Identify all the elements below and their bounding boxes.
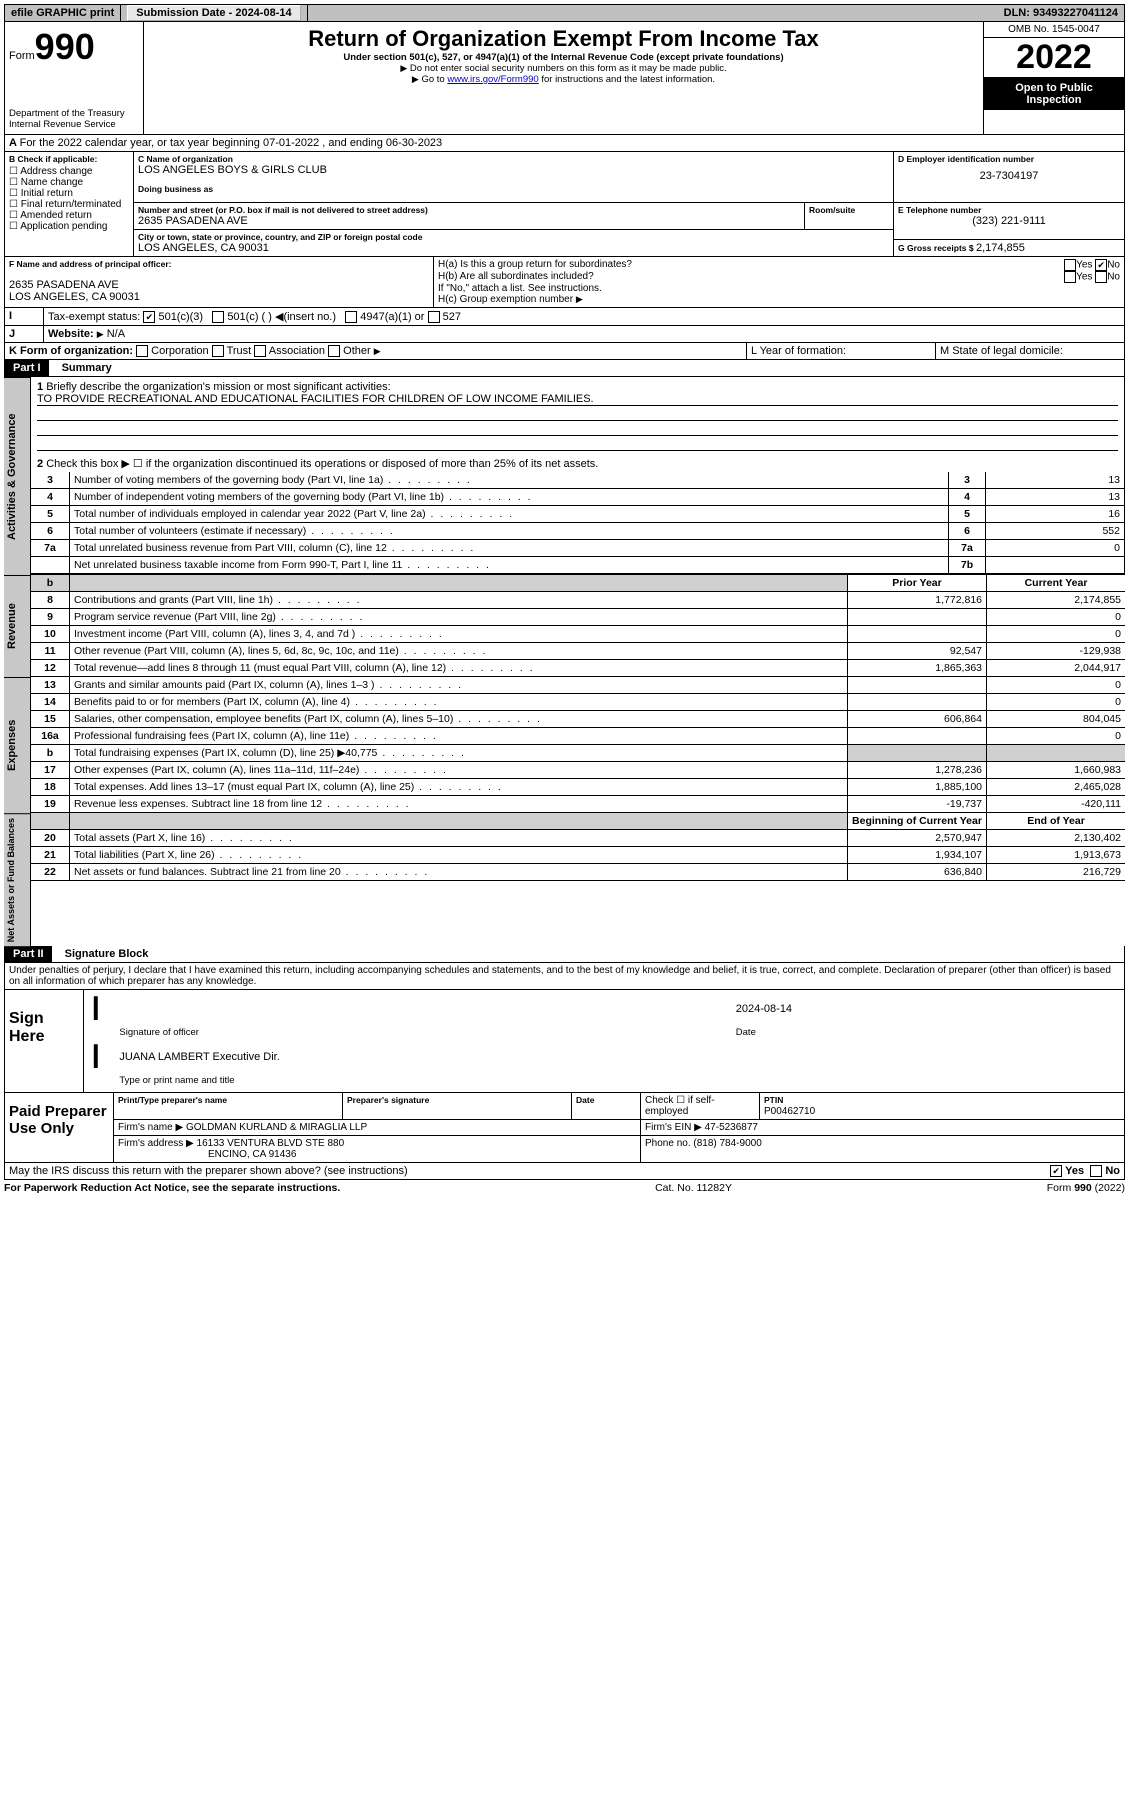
name-address-block: C Name of organization LOS ANGELES BOYS …: [134, 152, 894, 256]
applicable-checklist: Address change Name change Initial retur…: [9, 166, 129, 232]
street-address: 2635 PASADENA AVE: [138, 215, 800, 227]
sig-date-value: 2024-08-14: [732, 994, 1118, 1023]
ein-value: 23-7304197: [898, 164, 1120, 182]
firm-address-2: ENCINO, CA 91436: [118, 1149, 296, 1160]
tax-year: 2022: [984, 38, 1124, 78]
revenue-table: b Prior Year Current Year 8Contributions…: [31, 575, 1125, 677]
state-domicile: M State of legal domicile:: [936, 343, 1124, 359]
discuss-row: May the IRS discuss this return with the…: [4, 1163, 1125, 1180]
dept-label: Department of the Treasury: [9, 108, 139, 119]
principal-officer: F Name and address of principal officer:…: [5, 257, 434, 307]
form-title: Return of Organization Exempt From Incom…: [152, 26, 975, 52]
mission-text: TO PROVIDE RECREATIONAL AND EDUCATIONAL …: [37, 393, 1118, 406]
part2-header: Part II Signature Block: [4, 946, 1125, 963]
form-org-row: K Form of organization: Corporation Trus…: [4, 343, 1125, 360]
form-number-block: Form990 Department of the Treasury Inter…: [5, 22, 144, 134]
chk-amended-return[interactable]: Amended return: [9, 210, 129, 221]
chk-trust[interactable]: [212, 345, 224, 357]
revenue-section: Revenue b Prior Year Current Year 8Contr…: [4, 575, 1125, 677]
officer-group-block: F Name and address of principal officer:…: [4, 257, 1125, 308]
firm-ein: 47-5236877: [705, 1122, 758, 1133]
tab-expenses: Expenses: [4, 677, 31, 813]
ha-yes[interactable]: [1064, 259, 1076, 271]
open-public-label: Open to Public Inspection: [984, 78, 1124, 110]
subtitle-1: Under section 501(c), 527, or 4947(a)(1)…: [152, 52, 975, 63]
firm-address-1: 16133 VENTURA BLVD STE 880: [197, 1138, 345, 1149]
gross-receipts: 2,174,855: [976, 242, 1025, 254]
perjury-declaration: Under penalties of perjury, I declare th…: [4, 963, 1125, 990]
top-bar: efile GRAPHIC print Submission Date - 20…: [4, 4, 1125, 22]
ein-phone-block: D Employer identification number 23-7304…: [894, 152, 1124, 256]
chk-4947[interactable]: [345, 311, 357, 323]
submission-date-cell: Submission Date - 2024-08-14: [121, 5, 307, 21]
governance-section: Activities & Governance 1 Briefly descri…: [4, 377, 1125, 575]
check-applicable: B Check if applicable: Address change Na…: [5, 152, 134, 256]
hb-yes[interactable]: [1064, 271, 1076, 283]
expenses-table: 13Grants and similar amounts paid (Part …: [31, 677, 1125, 813]
submission-date-button[interactable]: Submission Date - 2024-08-14: [127, 5, 300, 21]
officer-name: JUANA LAMBERT Executive Dir.: [115, 1042, 1118, 1071]
netassets-table: Beginning of Current Year End of Year 20…: [31, 813, 1125, 881]
chk-final-return[interactable]: Final return/terminated: [9, 199, 129, 210]
chk-527[interactable]: [428, 311, 440, 323]
firm-phone: (818) 784-9000: [693, 1138, 761, 1149]
paid-preparer-label: Paid Preparer Use Only: [5, 1093, 114, 1162]
chk-initial-return[interactable]: Initial return: [9, 188, 129, 199]
tax-status-row: I Tax-exempt status: 501(c)(3) 501(c) ( …: [4, 308, 1125, 326]
year-block: OMB No. 1545-0047 2022 Open to Public In…: [984, 22, 1124, 134]
chk-address-change[interactable]: Address change: [9, 166, 129, 177]
omb-number: OMB No. 1545-0047: [984, 22, 1124, 38]
entity-block: B Check if applicable: Address change Na…: [4, 152, 1125, 257]
chk-assoc[interactable]: [254, 345, 266, 357]
chk-501c[interactable]: [212, 311, 224, 323]
website-value: N/A: [107, 328, 125, 340]
discuss-yes[interactable]: [1050, 1165, 1062, 1177]
city-state-zip: LOS ANGELES, CA 90031: [138, 242, 889, 254]
form-header: Form990 Department of the Treasury Inter…: [4, 22, 1125, 135]
group-return-block: H(a) Is this a group return for subordin…: [434, 257, 1124, 307]
chk-501c3[interactable]: [143, 311, 155, 323]
firm-name: GOLDMAN KURLAND & MIRAGLIA LLP: [186, 1122, 367, 1133]
form-title-block: Return of Organization Exempt From Incom…: [144, 22, 984, 134]
ptin-value: P00462710: [764, 1106, 815, 1117]
ha-no[interactable]: [1095, 259, 1107, 271]
netassets-section: Net Assets or Fund Balances Beginning of…: [4, 813, 1125, 946]
chk-corp[interactable]: [136, 345, 148, 357]
phone-value: (323) 221-9111: [898, 215, 1120, 227]
chk-other[interactable]: [328, 345, 340, 357]
irs-label: Internal Revenue Service: [9, 119, 139, 130]
org-name: LOS ANGELES BOYS & GIRLS CLUB: [138, 164, 889, 176]
part1-header: Part I Summary: [4, 360, 1125, 377]
hb-no[interactable]: [1095, 271, 1107, 283]
subtitle-3: Go to www.irs.gov/Form990 for instructio…: [152, 74, 975, 85]
paid-preparer-block: Paid Preparer Use Only Print/Type prepar…: [4, 1093, 1125, 1163]
tab-governance: Activities & Governance: [4, 377, 31, 575]
tab-revenue: Revenue: [4, 575, 31, 677]
irs-link[interactable]: www.irs.gov/Form990: [447, 74, 538, 85]
chk-application-pending[interactable]: Application pending: [9, 221, 129, 232]
expenses-section: Expenses 13Grants and similar amounts pa…: [4, 677, 1125, 813]
tax-year-line: A For the 2022 calendar year, or tax yea…: [4, 135, 1125, 152]
chk-name-change[interactable]: Name change: [9, 177, 129, 188]
discuss-no[interactable]: [1090, 1165, 1102, 1177]
tab-netassets: Net Assets or Fund Balances: [4, 813, 31, 946]
page-footer: For Paperwork Reduction Act Notice, see …: [4, 1180, 1125, 1194]
website-row: J Website: N/A: [4, 326, 1125, 343]
efile-label: efile GRAPHIC print: [5, 5, 121, 21]
governance-table: 3Number of voting members of the governi…: [31, 472, 1124, 574]
dln-cell: DLN: 93493227041124: [998, 5, 1124, 21]
sign-here-block: Sign Here ▎ 2024-08-14 Signature of offi…: [4, 990, 1125, 1093]
subtitle-2: Do not enter social security numbers on …: [152, 63, 975, 74]
year-formation: L Year of formation:: [747, 343, 936, 359]
sign-here-label: Sign Here: [5, 990, 84, 1092]
